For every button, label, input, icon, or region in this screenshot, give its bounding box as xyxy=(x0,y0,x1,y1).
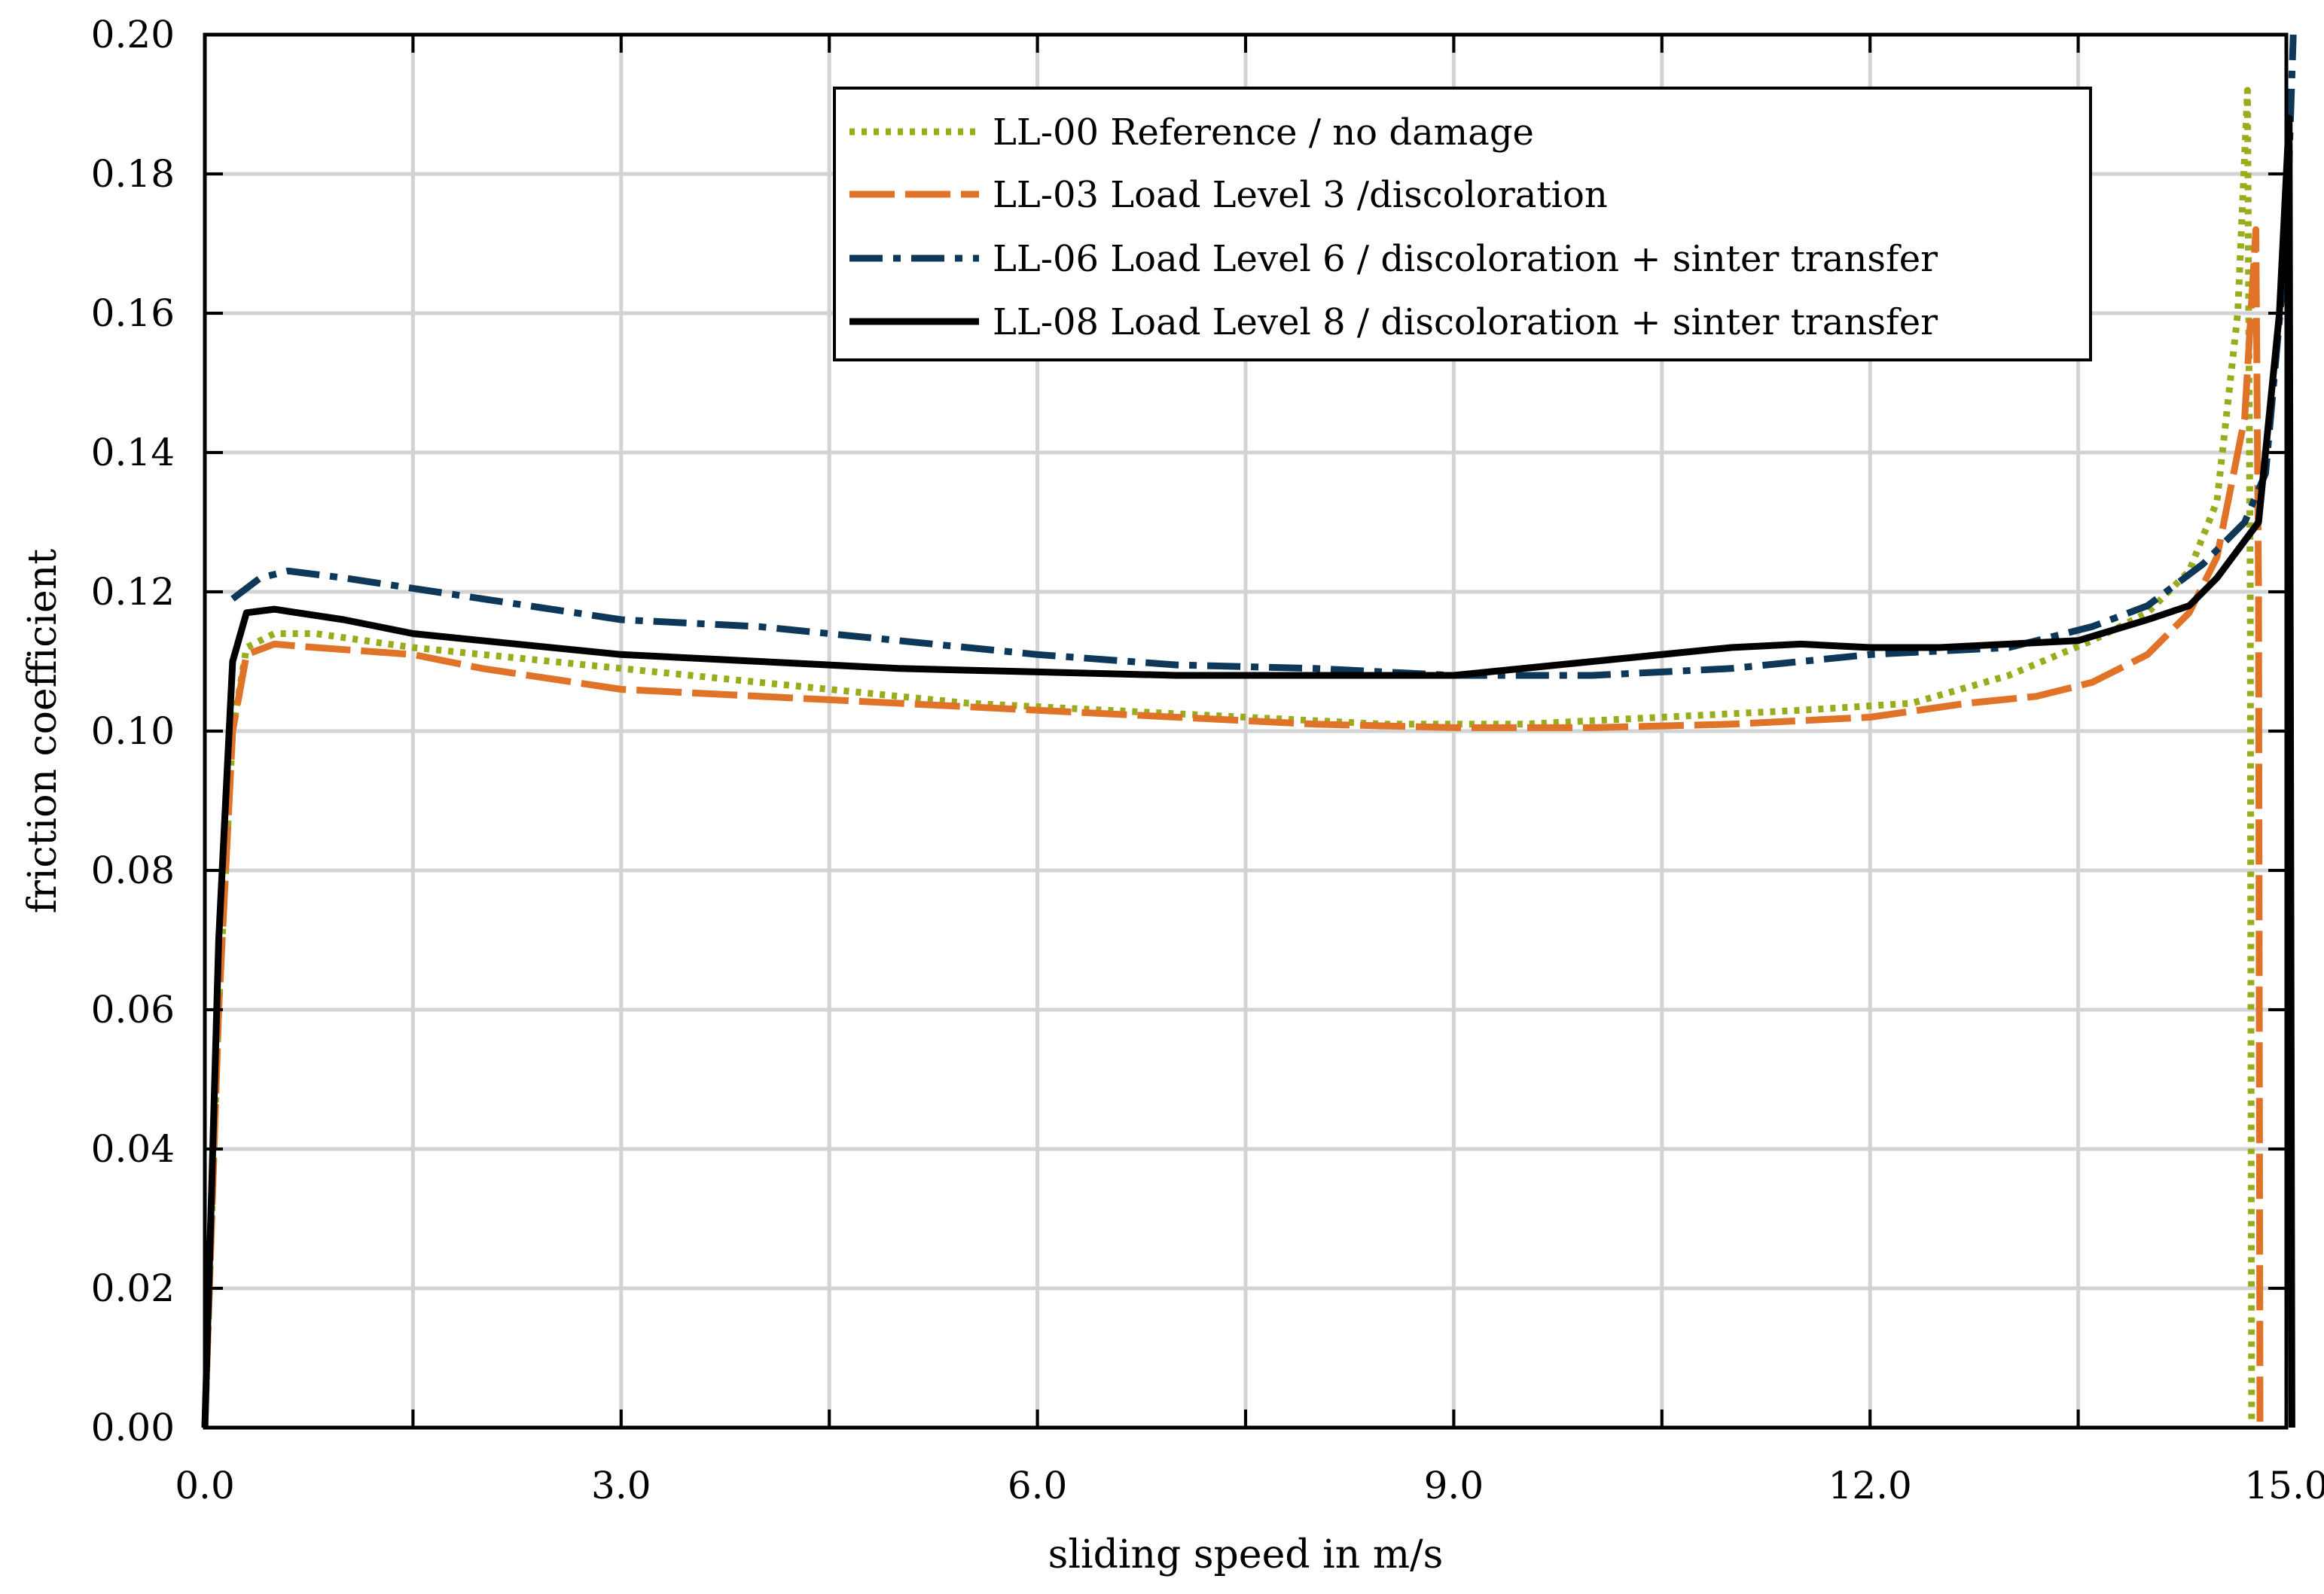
x-tick-label: 15.0 xyxy=(2244,1464,2324,1507)
legend-label-0: LL-00 Reference / no damage xyxy=(993,111,1534,154)
axis-ticks xyxy=(203,33,2288,1429)
series-line-1 xyxy=(201,226,2264,1428)
legend: LL-00 Reference / no damage LL-03 Load Le… xyxy=(833,87,2092,361)
x-tick-label: 6.0 xyxy=(1008,1464,1068,1507)
x-tick-label: 12.0 xyxy=(1828,1464,1912,1507)
y-tick-label: 0.12 xyxy=(91,570,175,614)
x-tick-label: 9.0 xyxy=(1424,1464,1484,1507)
x-tick-label: 3.0 xyxy=(591,1464,651,1507)
legend-label-1: LL-03 Load Level 3 /discoloration xyxy=(993,174,1608,216)
x-axis-title: sliding speed in m/s xyxy=(1048,1532,1444,1577)
y-tick-label: 0.10 xyxy=(91,709,175,753)
y-axis-title: friction coefficient xyxy=(20,549,66,914)
y-tick-label: 0.02 xyxy=(91,1266,175,1310)
y-tick-label: 0.08 xyxy=(91,849,175,892)
y-tick-label: 0.04 xyxy=(91,1127,175,1171)
y-tick-label: 0.20 xyxy=(91,13,175,56)
legend-frame xyxy=(833,87,2092,361)
y-tick-label: 0.00 xyxy=(91,1406,175,1449)
y-tick-label: 0.16 xyxy=(91,291,175,335)
tick-labels: 0.0 3.0 6.0 9.0 12.0 15.0 0.00 0.02 0.04 0.06 0.08… xyxy=(91,13,2324,1507)
legend-label-2: LL-06 Load Level 6 / discoloration + sin… xyxy=(993,238,1938,280)
y-tick-label: 0.14 xyxy=(91,431,175,474)
series-line-3 xyxy=(201,114,2295,1428)
y-tick-label: 0.06 xyxy=(91,988,175,1032)
y-tick-label: 0.18 xyxy=(91,152,175,196)
legend-label-3: LL-08 Load Level 8 / discoloration + sin… xyxy=(993,301,1938,343)
x-tick-label: 0.0 xyxy=(175,1464,235,1507)
series-lines xyxy=(201,34,2297,1428)
